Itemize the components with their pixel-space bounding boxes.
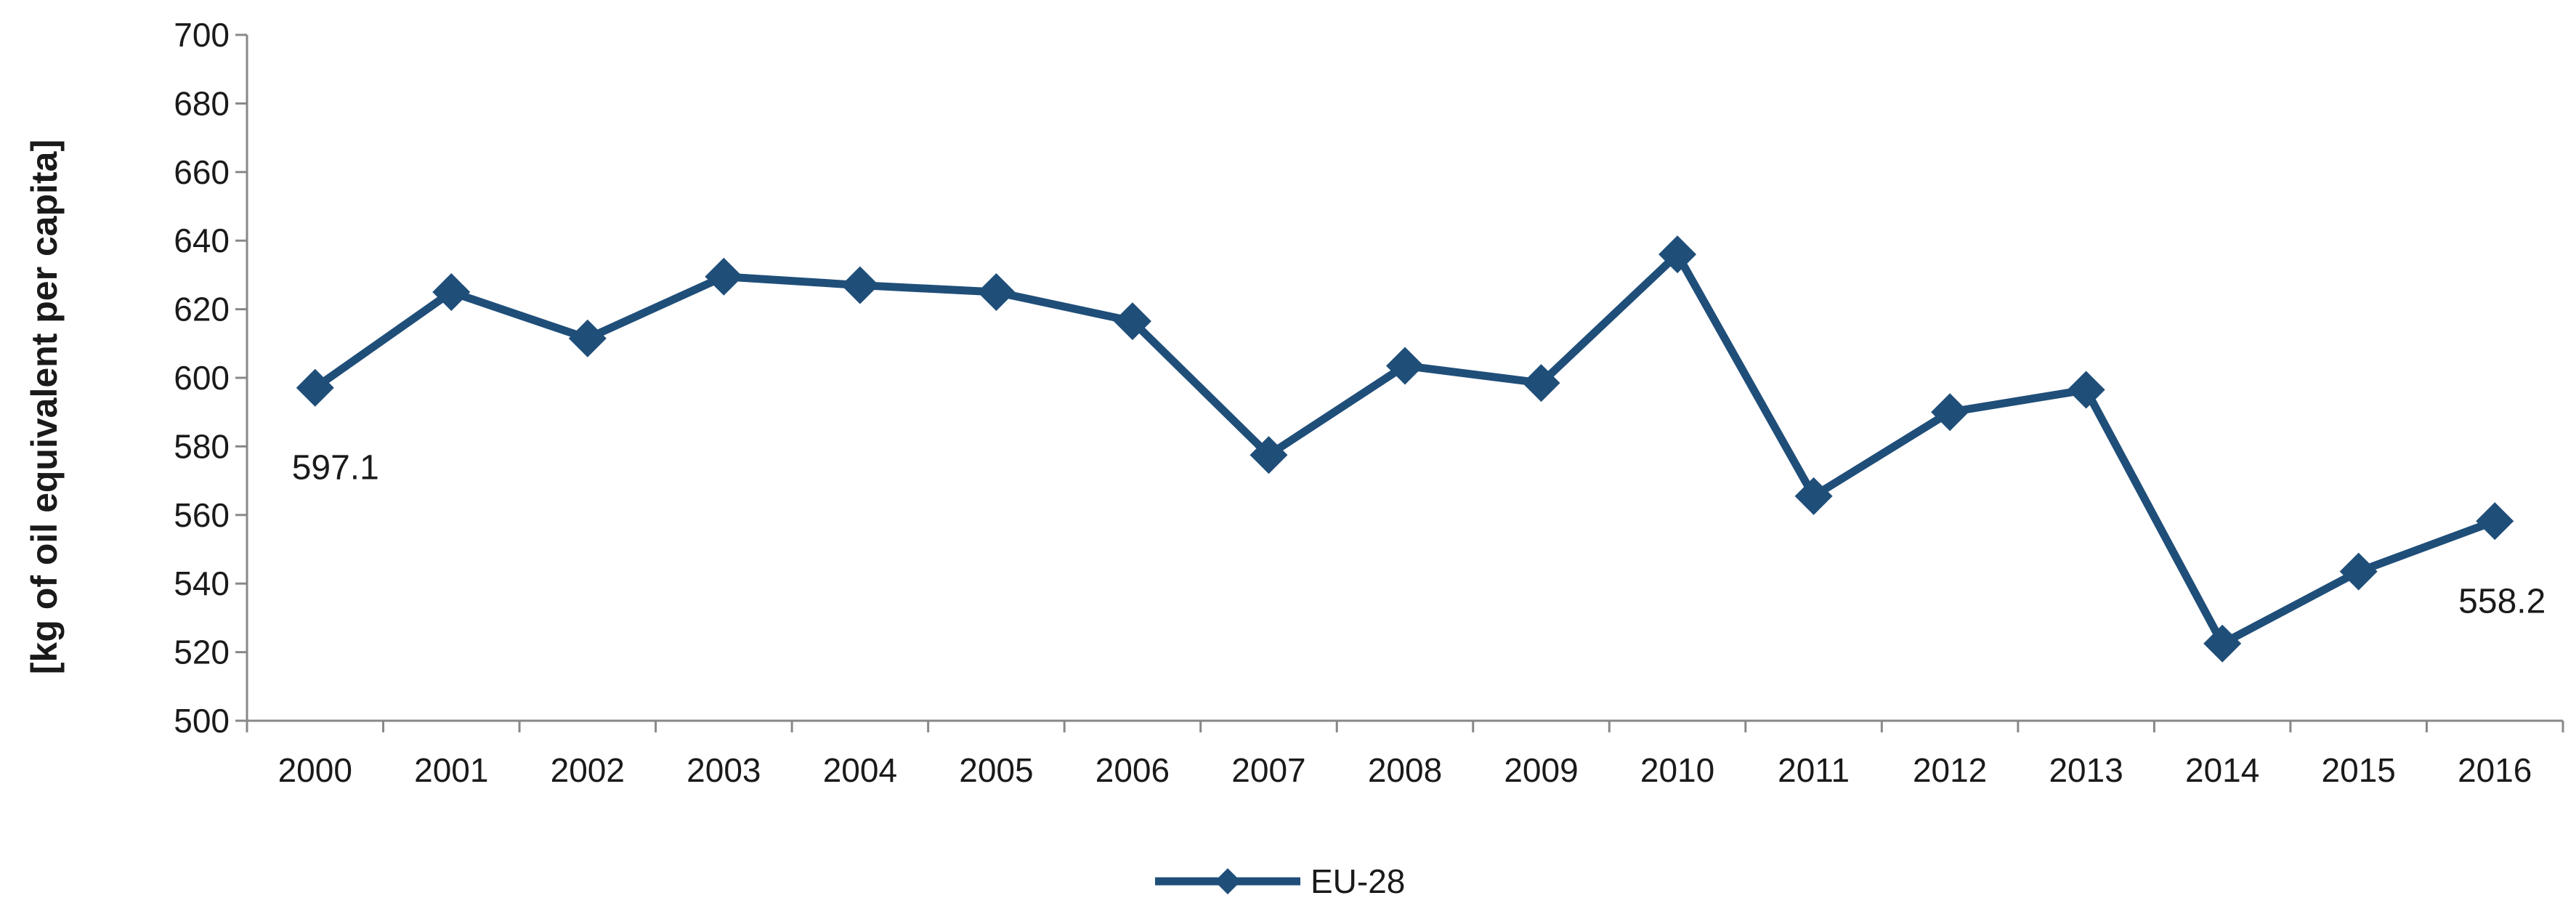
- x-tick-label: 2016: [2458, 751, 2532, 789]
- data-point-marker: [1386, 347, 1424, 385]
- y-tick-label: 700: [174, 16, 230, 54]
- x-tick-label: 2002: [551, 751, 625, 789]
- x-tick-label: 2013: [2049, 751, 2123, 789]
- data-point-marker: [841, 266, 879, 304]
- data-point-marker: [1658, 235, 1697, 274]
- legend: EU-28: [1155, 862, 1405, 900]
- data-point-marker: [977, 273, 1016, 311]
- y-tick-label: 520: [174, 634, 230, 671]
- x-tick-label: 2006: [1095, 751, 1170, 789]
- data-point-marker: [296, 368, 334, 407]
- y-axis-label: [kg of oil equivalent per capita]: [24, 139, 65, 674]
- y-tick-label: 640: [174, 222, 230, 259]
- x-axis-ticks: 2000 2001 2002 2003 2004 2005 2006 2007 2008 2009…: [246, 721, 2564, 789]
- y-tick-label: 660: [174, 153, 230, 191]
- y-tick-label: 600: [174, 359, 230, 397]
- data-label: 597.1: [292, 449, 379, 488]
- data-point-marker: [705, 257, 743, 296]
- y-tick-label: 680: [174, 84, 230, 122]
- series-eu-28: [296, 235, 2514, 663]
- data-labels: 597.1 558.2: [292, 449, 2546, 621]
- y-tick-label: 560: [174, 496, 230, 534]
- x-tick-label: 2005: [959, 751, 1033, 789]
- x-tick-label: 2012: [1913, 751, 1987, 789]
- y-tick-label: 540: [174, 565, 230, 602]
- data-point-marker: [1522, 364, 1560, 403]
- data-point-marker: [2476, 502, 2514, 541]
- x-tick-label: 2007: [1231, 751, 1305, 789]
- data-point-marker: [1249, 436, 1288, 474]
- x-tick-label: 2011: [1778, 751, 1850, 789]
- x-tick-label: 2015: [2322, 751, 2396, 789]
- data-label: 558.2: [2458, 582, 2545, 620]
- x-tick-label: 2003: [686, 751, 761, 789]
- x-tick-label: 2000: [278, 751, 352, 789]
- data-point-marker: [2067, 371, 2105, 409]
- y-axis-ticks: 500 520 540 560 580 600 620 640 660 680 700: [174, 16, 247, 740]
- data-point-marker: [2339, 552, 2378, 591]
- data-point-marker: [1931, 393, 1969, 432]
- y-tick-label: 500: [174, 702, 230, 740]
- x-tick-label: 2008: [1368, 751, 1442, 789]
- y-tick-label: 580: [174, 427, 230, 465]
- data-point-marker: [432, 273, 471, 311]
- x-tick-label: 2004: [823, 751, 897, 789]
- x-tick-label: 2001: [414, 751, 488, 789]
- data-point-marker: [1113, 302, 1151, 341]
- y-tick-label: 620: [174, 291, 230, 328]
- legend-label: EU-28: [1311, 862, 1405, 900]
- x-tick-label: 2009: [1504, 751, 1578, 789]
- x-tick-label: 2014: [2185, 751, 2259, 789]
- x-tick-label: 2010: [1640, 751, 1714, 789]
- data-point-marker: [1794, 477, 1833, 515]
- series-line: [312, 250, 2497, 648]
- data-point-marker: [2203, 624, 2242, 663]
- legend-marker: [1215, 868, 1241, 894]
- data-point-marker: [568, 319, 607, 357]
